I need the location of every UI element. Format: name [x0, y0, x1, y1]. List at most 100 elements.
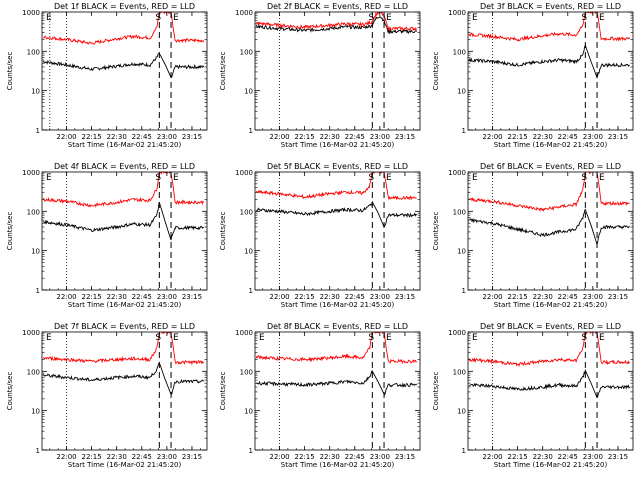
marker-E: E — [599, 333, 605, 343]
x-tick-label: 23:15 — [182, 133, 202, 141]
x-tick-label: 23:00 — [583, 133, 603, 141]
y-tick-label: 100 — [453, 208, 466, 216]
marker-S: S — [368, 173, 374, 183]
chart-title: Det 6f BLACK = Events, RED = LLD — [480, 162, 621, 171]
x-axis-label: Start Time (16-Mar-02 21:45:20) — [68, 301, 182, 309]
x-tick-label: 23:00 — [157, 453, 177, 461]
y-tick-label: 1000 — [448, 329, 466, 337]
series-line-lld — [255, 12, 418, 32]
x-tick-label: 23:00 — [157, 293, 177, 301]
x-tick-label: 22:45 — [558, 453, 578, 461]
y-tick-label: 1000 — [22, 9, 40, 17]
y-tick-label: 10 — [31, 248, 40, 256]
marker-E: E — [472, 13, 478, 23]
plot-frame — [467, 11, 634, 131]
x-tick-label: 22:15 — [295, 133, 315, 141]
marker-E: E — [46, 333, 52, 343]
y-tick-label: 1 — [249, 287, 253, 295]
marker-E: E — [386, 173, 392, 183]
y-tick-label: 1000 — [235, 329, 253, 337]
series-line-events — [255, 370, 418, 396]
y-tick-label: 10 — [244, 88, 253, 96]
y-tick-label: 1000 — [448, 169, 466, 177]
x-tick-label: 22:30 — [533, 293, 553, 301]
chart-title: Det 1f BLACK = Events, RED = LLD — [54, 2, 195, 11]
x-tick-label: 22:45 — [132, 293, 152, 301]
plot-frame — [41, 171, 208, 291]
y-axis-label: Counts/sec — [432, 52, 440, 91]
chart-title: Det 2f BLACK = Events, RED = LLD — [267, 2, 408, 11]
chart-title: Det 8f BLACK = Events, RED = LLD — [267, 322, 408, 331]
series-line-events — [255, 16, 418, 35]
marker-S: S — [155, 173, 161, 183]
y-tick-label: 1000 — [22, 329, 40, 337]
x-axis-label: Start Time (16-Mar-02 21:45:20) — [281, 461, 395, 469]
x-tick-label: 23:15 — [182, 453, 202, 461]
x-axis-label: Start Time (16-Mar-02 21:45:20) — [494, 141, 608, 149]
y-tick-label: 10 — [457, 408, 466, 416]
y-tick-label: 1 — [36, 447, 40, 455]
marker-E: E — [599, 173, 605, 183]
y-axis-label: Counts/sec — [432, 372, 440, 411]
x-tick-label: 22:15 — [295, 453, 315, 461]
chart-title: Det 7f BLACK = Events, RED = LLD — [54, 322, 195, 331]
series-group — [468, 12, 631, 79]
x-tick-label: 23:15 — [395, 453, 415, 461]
y-tick-label: 10 — [31, 88, 40, 96]
series-group — [255, 12, 418, 35]
y-tick-label: 1000 — [448, 9, 466, 17]
series-group — [42, 12, 205, 79]
y-tick-label: 100 — [240, 368, 253, 376]
x-tick-label: 22:30 — [320, 453, 340, 461]
series-group — [255, 332, 418, 396]
y-tick-label: 100 — [240, 48, 253, 56]
marker-E: E — [173, 173, 179, 183]
x-tick-label: 22:00 — [482, 133, 502, 141]
plot-frame — [254, 11, 421, 131]
x-axis-label: Start Time (16-Mar-02 21:45:20) — [68, 141, 182, 149]
x-tick-label: 22:00 — [56, 453, 76, 461]
x-tick-label: 23:15 — [395, 293, 415, 301]
chart-title: Det 5f BLACK = Events, RED = LLD — [267, 162, 408, 171]
chart-title: Det 3f BLACK = Events, RED = LLD — [480, 2, 621, 11]
x-tick-label: 22:45 — [345, 133, 365, 141]
marker-S: S — [155, 13, 161, 23]
plot-frame — [254, 171, 421, 291]
x-tick-label: 22:45 — [132, 133, 152, 141]
y-tick-label: 100 — [240, 208, 253, 216]
y-axis-label: Counts/sec — [432, 212, 440, 251]
x-tick-label: 22:30 — [320, 133, 340, 141]
marker-E: E — [46, 173, 52, 183]
marker-E: E — [259, 333, 265, 343]
marker-S: S — [581, 173, 587, 183]
x-tick-label: 22:15 — [508, 133, 528, 141]
y-tick-label: 1000 — [235, 169, 253, 177]
y-tick-label: 10 — [244, 408, 253, 416]
plot-frame — [41, 11, 208, 131]
series-line-events — [469, 368, 631, 399]
x-tick-label: 22:00 — [56, 293, 76, 301]
y-tick-label: 1 — [462, 127, 466, 135]
marker-E: E — [386, 13, 392, 23]
x-tick-label: 23:00 — [370, 293, 390, 301]
marker-S: S — [581, 13, 587, 23]
y-tick-label: 100 — [453, 48, 466, 56]
marker-E: E — [599, 13, 605, 23]
y-tick-label: 10 — [244, 248, 253, 256]
marker-E: E — [472, 333, 478, 343]
chart-title: Det 4f BLACK = Events, RED = LLD — [54, 162, 195, 171]
chart-panel-2f: Det 2f BLACK = Events, RED = LLD S E 1 10 100… — [219, 2, 421, 149]
x-axis-label: Start Time (16-Mar-02 21:45:20) — [281, 141, 395, 149]
series-group — [42, 172, 205, 241]
y-tick-label: 1 — [249, 127, 253, 135]
x-tick-label: 22:45 — [558, 293, 578, 301]
y-tick-label: 10 — [31, 408, 40, 416]
series-line-events — [468, 44, 630, 79]
x-tick-label: 22:00 — [269, 453, 289, 461]
